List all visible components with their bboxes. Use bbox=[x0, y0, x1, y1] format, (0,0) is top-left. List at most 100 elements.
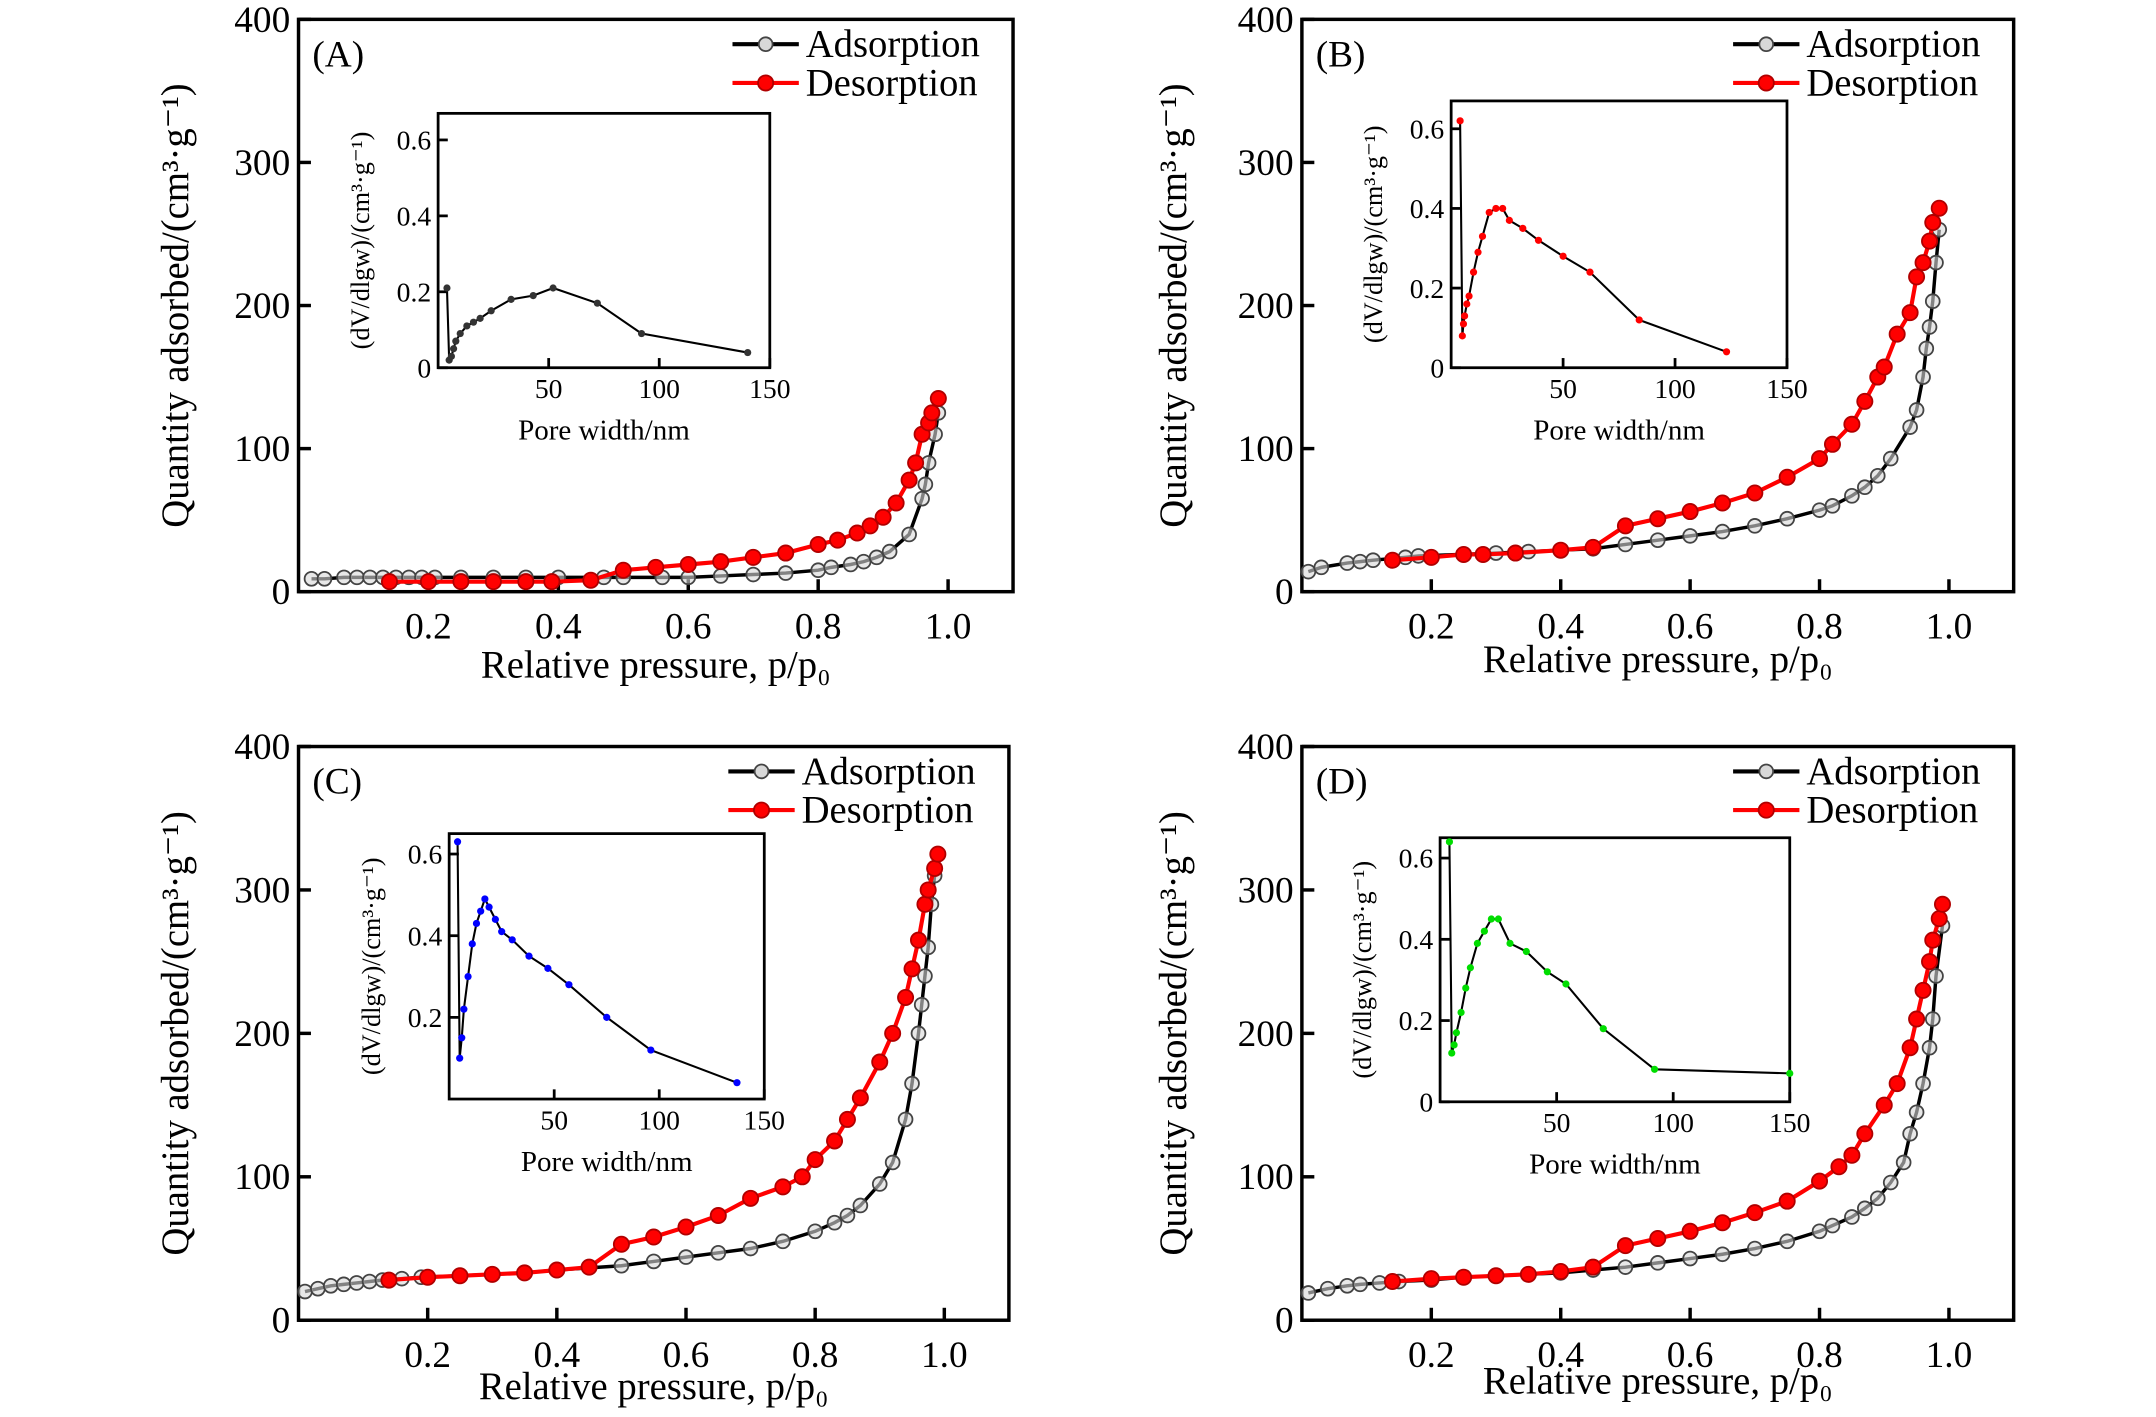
data-point-adsorption bbox=[678, 1249, 694, 1265]
data-point-adsorption bbox=[884, 1154, 901, 1171]
y-tick-label: 200 bbox=[234, 1014, 290, 1055]
data-point-desorption bbox=[419, 1268, 437, 1286]
inset-data-point bbox=[1534, 236, 1543, 244]
data-point-desorption bbox=[1875, 358, 1893, 376]
legend-label-adsorption: Adsorption bbox=[806, 24, 980, 66]
data-point-desorption bbox=[909, 931, 927, 949]
data-point-desorption bbox=[1455, 1268, 1473, 1286]
x-tick-label: 0.4 bbox=[1537, 1335, 1584, 1376]
x-tick-label: 0.8 bbox=[795, 607, 842, 648]
inset-data-point bbox=[603, 1013, 611, 1021]
inset-data-point bbox=[1474, 248, 1482, 256]
data-point-desorption bbox=[1584, 538, 1602, 556]
data-point-adsorption bbox=[745, 566, 762, 583]
inset-y-tick-label: 0.4 bbox=[397, 201, 432, 232]
inset-data-point bbox=[1487, 915, 1495, 923]
data-point-desorption bbox=[516, 1264, 534, 1282]
data-point-desorption bbox=[543, 573, 561, 591]
inset-y-axis-label: (dV/dlgw)/(cm³·g⁻¹) bbox=[346, 132, 375, 350]
data-point-desorption bbox=[1778, 468, 1796, 486]
data-point-adsorption bbox=[1339, 1277, 1355, 1294]
data-point-adsorption bbox=[1352, 553, 1368, 570]
inset-x-tick-label: 150 bbox=[749, 373, 790, 404]
data-point-desorption bbox=[1746, 1204, 1764, 1222]
inset-y-tick-label: 0.4 bbox=[408, 920, 443, 951]
inset-data-point bbox=[1480, 927, 1488, 935]
x-tick-label: 0.6 bbox=[663, 1335, 710, 1376]
inset-x-tick-label: 100 bbox=[639, 373, 680, 404]
inset-y-axis-label: (dV/dlgw)/(cm³·g⁻¹) bbox=[1348, 861, 1377, 1079]
data-point-desorption bbox=[1830, 1158, 1848, 1176]
data-point-desorption bbox=[929, 390, 947, 408]
data-point-desorption bbox=[483, 1265, 501, 1283]
data-point-adsorption bbox=[336, 569, 352, 586]
inset-data-point bbox=[1559, 252, 1567, 260]
x-tick-label: 0.6 bbox=[665, 607, 712, 648]
x-tick-label: 0.6 bbox=[1667, 607, 1714, 648]
data-point-desorption bbox=[1383, 551, 1401, 569]
data-point-desorption bbox=[1921, 953, 1939, 971]
inset-data-point bbox=[744, 348, 752, 357]
inset-y-tick-label: 0 bbox=[1419, 1086, 1433, 1117]
data-point-desorption bbox=[1681, 503, 1699, 521]
data-point-desorption bbox=[645, 1228, 663, 1246]
panel-label: (B) bbox=[1316, 34, 1366, 75]
data-point-adsorption bbox=[613, 1257, 630, 1274]
data-point-adsorption bbox=[1617, 1259, 1634, 1275]
data-point-adsorption bbox=[807, 1223, 823, 1240]
inset-frame bbox=[436, 111, 772, 370]
data-point-adsorption bbox=[1902, 419, 1918, 435]
inset-data-point bbox=[1494, 915, 1502, 923]
data-point-desorption bbox=[1649, 1229, 1667, 1247]
data-point-desorption bbox=[1930, 910, 1948, 928]
inset-data-point bbox=[1562, 980, 1570, 988]
data-point-desorption bbox=[1901, 304, 1919, 322]
data-point-adsorption bbox=[297, 1283, 313, 1300]
data-point-desorption bbox=[1908, 268, 1926, 286]
data-point-adsorption bbox=[871, 1176, 888, 1192]
inset-data-point bbox=[453, 838, 462, 846]
data-point-adsorption bbox=[348, 1275, 365, 1291]
data-point-desorption bbox=[380, 573, 398, 591]
data-point-adsorption bbox=[1617, 536, 1634, 553]
data-point-desorption bbox=[1713, 1214, 1731, 1232]
data-point-adsorption bbox=[1844, 1209, 1860, 1225]
inset-data-point bbox=[647, 1046, 655, 1054]
data-point-adsorption bbox=[1882, 1174, 1899, 1191]
inset-data-point bbox=[1650, 1065, 1659, 1073]
inset-data-point bbox=[1522, 947, 1530, 956]
data-point-adsorption bbox=[777, 565, 794, 581]
inset-series-line bbox=[445, 286, 748, 364]
data-point-adsorption bbox=[1300, 563, 1317, 580]
panel-b: 0 100 200 300 400 0.2 0.4 0.6 0.8 1.0 Relative pre… bbox=[1153, 0, 2016, 681]
x-tick-label: 0.2 bbox=[1408, 1335, 1455, 1376]
data-point-desorption bbox=[829, 531, 847, 549]
inset-y-tick-label: 0.4 bbox=[1399, 924, 1434, 955]
data-point-desorption bbox=[1474, 545, 1492, 563]
inset-data-point bbox=[544, 964, 552, 972]
data-point-desorption bbox=[1422, 1270, 1440, 1288]
data-point-adsorption bbox=[1924, 293, 1941, 310]
inset-y-tick-label: 0 bbox=[1430, 352, 1444, 383]
data-point-adsorption bbox=[917, 476, 934, 493]
inset-y-tick-label: 0.4 bbox=[1410, 193, 1445, 224]
inset-data-point bbox=[1456, 117, 1464, 125]
data-point-adsorption bbox=[1352, 1276, 1368, 1293]
data-point-desorption bbox=[1930, 199, 1948, 217]
data-point-desorption bbox=[1843, 415, 1861, 433]
x-axis-label: Relative pressure, p/p₀ bbox=[1483, 1360, 1833, 1402]
data-point-adsorption bbox=[316, 570, 333, 587]
data-point-adsorption bbox=[823, 559, 839, 576]
inset-data-point bbox=[1458, 332, 1466, 340]
inset-data-point bbox=[593, 299, 601, 307]
legend-marker-adsorption bbox=[753, 763, 770, 780]
y-tick-label: 0 bbox=[272, 572, 291, 613]
inset-data-point bbox=[529, 292, 537, 300]
y-axis-label: Quantity adsorbed/(cm³·g⁻¹) bbox=[155, 811, 197, 1255]
inset-x-tick-label: 50 bbox=[1543, 1107, 1571, 1138]
inset-data-point bbox=[456, 1054, 464, 1062]
legend-marker-desorption bbox=[753, 801, 771, 819]
panel-label: (D) bbox=[1316, 762, 1368, 803]
y-tick-label: 400 bbox=[1238, 0, 1294, 41]
inset-y-tick-label: 0.2 bbox=[408, 1002, 443, 1033]
